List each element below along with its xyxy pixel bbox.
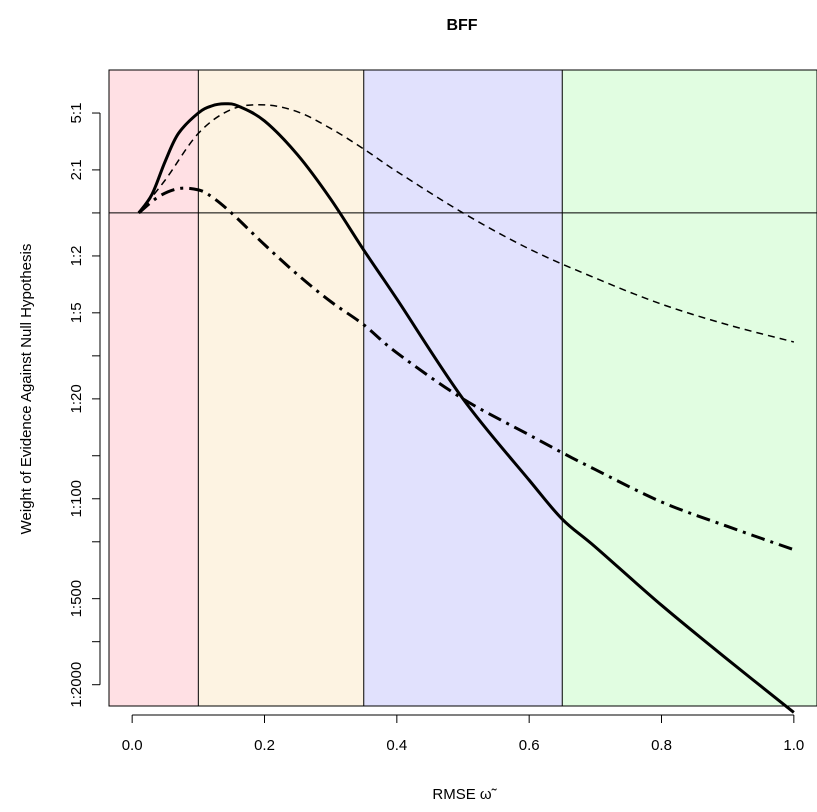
y-tick-label: 5:1 <box>68 103 85 124</box>
series-line-solid <box>137 102 795 714</box>
y-tick-label: 1:5 <box>68 302 85 323</box>
x-tick-label: 0.4 <box>386 737 407 754</box>
series-line-dashed <box>138 104 795 343</box>
chart-title: BFF <box>446 17 477 34</box>
x-tick-label: 0.6 <box>519 737 540 754</box>
region-1 <box>109 70 199 706</box>
y-tick-label: 1:2 <box>68 246 85 267</box>
series-lines <box>137 102 795 714</box>
y-tick-label: 1:500 <box>68 580 85 618</box>
region-3 <box>363 70 563 706</box>
series-line-dashdot <box>137 186 795 552</box>
x-tick-label: 0.8 <box>651 737 672 754</box>
x-tick-label: 1.0 <box>783 737 804 754</box>
region-boundaries <box>197 70 563 706</box>
y-tick-label: 1:20 <box>68 384 85 413</box>
region-4 <box>562 70 817 706</box>
x-axis-label: RMSE ω̃ <box>432 786 497 803</box>
x-axis: 0.0 0.2 0.4 0.6 0.8 1.0 <box>122 714 804 754</box>
x-tick-label: 0.2 <box>254 737 275 754</box>
y-tick-label: 1:2000 <box>68 662 85 708</box>
region-2 <box>198 70 364 706</box>
y-tick-label: 2:1 <box>68 159 85 180</box>
x-tick-label: 0.0 <box>122 737 143 754</box>
background-regions <box>109 70 817 706</box>
plot-frame <box>108 69 817 707</box>
y-axis: 5:1 2:1 1:2 1:5 1:20 1:100 1:500 1:2000 <box>68 103 101 708</box>
y-tick-label: 1:100 <box>68 480 85 518</box>
y-axis-label: Weight of Evidence Against Null Hypothes… <box>18 244 35 535</box>
